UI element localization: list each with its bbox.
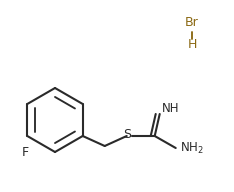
Text: H: H bbox=[187, 37, 197, 50]
Text: F: F bbox=[22, 146, 29, 159]
Text: Br: Br bbox=[185, 16, 199, 28]
Text: NH$_2$: NH$_2$ bbox=[180, 141, 204, 156]
Text: S: S bbox=[123, 128, 131, 142]
Text: NH: NH bbox=[162, 102, 179, 114]
